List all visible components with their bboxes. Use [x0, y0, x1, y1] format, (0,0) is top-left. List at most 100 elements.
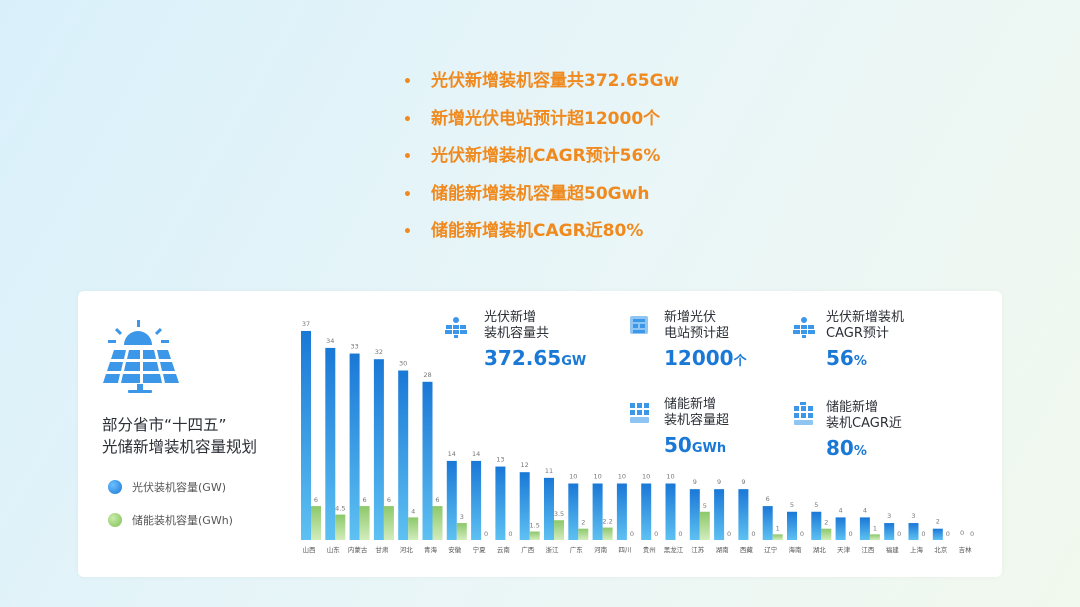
data-label-pv: 4 [839, 506, 843, 514]
stat-pv-capacity: 光伏新增 装机容量共 372.65GW [484, 310, 587, 370]
x-tick-label: 安徽 [448, 545, 462, 554]
bullet-item: • 光伏新增装机CAGR预计56% [403, 146, 661, 166]
bar-storage [554, 520, 564, 540]
x-tick-label: 上海 [910, 545, 924, 554]
x-tick-label: 四川 [618, 546, 631, 554]
bar-pv [373, 359, 384, 540]
x-tick-label: 山西 [303, 545, 317, 554]
data-label-pv: 6 [766, 495, 770, 503]
data-label-storage: 0 [508, 530, 512, 538]
bar-pv [301, 330, 311, 540]
x-tick-label: 辽宁 [764, 545, 778, 554]
x-tick-label: 内蒙古 [348, 545, 368, 554]
stat-storage-cagr: 储能新增 装机CAGR近 80% [826, 400, 902, 460]
x-tick-label: 北京 [934, 545, 948, 554]
data-label-pv: 10 [593, 473, 601, 481]
data-label-storage: 4.5 [335, 505, 345, 513]
stat-pv-stations: 新增光伏 电站预计超 12000个 [664, 310, 747, 370]
stat-value: 12000 [664, 346, 734, 370]
data-label-pv: 32 [375, 348, 383, 356]
data-label-pv: 14 [448, 450, 456, 458]
bar-pv [495, 466, 506, 540]
x-tick-label: 海南 [789, 545, 803, 554]
bar-pv [398, 370, 409, 540]
data-label-pv: 30 [399, 360, 407, 368]
x-tick-label: 广东 [570, 545, 584, 554]
bar-pv [616, 483, 627, 540]
stat-unit: 个 [733, 354, 747, 369]
data-label-storage: 3 [460, 513, 464, 521]
data-label-pv: 14 [472, 450, 480, 458]
bar-storage [772, 534, 783, 540]
legend-swatch-blue [108, 480, 122, 494]
bar-pv [422, 381, 433, 540]
x-tick-label: 西藏 [740, 545, 754, 554]
x-tick-label: 湖南 [716, 545, 730, 554]
stat-unit: % [853, 444, 867, 459]
bar-storage [869, 534, 880, 540]
data-label-storage: 0 [849, 530, 853, 538]
data-label-storage: 4 [411, 507, 415, 515]
bar-storage [529, 531, 540, 540]
data-label-pv: 5 [790, 501, 794, 509]
bar-pv [471, 460, 482, 540]
x-tick-label: 青海 [424, 545, 438, 554]
data-label-pv: 34 [326, 337, 334, 345]
data-label-pv: 0 [960, 529, 964, 537]
x-tick-label: 广西 [521, 545, 535, 554]
legend-swatch-green [108, 513, 122, 527]
bar-pv [689, 489, 700, 540]
bar-storage [699, 511, 710, 540]
bar-pv [859, 517, 870, 540]
bar-storage [578, 528, 589, 540]
data-label-pv: 9 [693, 478, 697, 486]
x-tick-label: 甘肃 [375, 545, 389, 554]
legend-item-storage: 储能装机容量(GWh) [108, 512, 233, 528]
solar-panel-icon [445, 317, 467, 338]
bar-pv [592, 483, 603, 540]
x-tick-label: 黑龙江 [664, 545, 684, 554]
data-label-pv: 10 [569, 473, 577, 481]
bar-storage [359, 506, 370, 540]
bar-pv [908, 523, 919, 540]
bar-pv [544, 477, 554, 540]
data-label-pv: 12 [521, 461, 529, 469]
data-label-pv: 4 [863, 506, 867, 514]
data-label-storage: 3.5 [554, 510, 564, 518]
data-label-storage: 1.5 [530, 522, 540, 530]
data-label-pv: 9 [717, 478, 721, 486]
x-tick-label: 吉林 [959, 545, 973, 554]
data-label-pv: 2 [936, 518, 940, 526]
stat-pv-cagr: 光伏新增装机 CAGR预计 56% [826, 310, 905, 370]
x-tick-label: 福建 [886, 545, 900, 554]
stat-unit: GWh [691, 441, 727, 456]
x-tick-label: 浙江 [546, 545, 560, 554]
bar-storage [383, 506, 394, 540]
x-tick-label: 云南 [497, 545, 511, 554]
bar-pv [349, 353, 360, 540]
data-label-storage: 6 [314, 496, 318, 504]
bar-pv [932, 528, 943, 540]
chart-card [78, 291, 1002, 577]
x-tick-label: 天津 [837, 546, 851, 554]
data-label-pv: 10 [642, 473, 650, 481]
bar-storage [602, 527, 613, 540]
x-tick-label: 湖北 [813, 545, 827, 554]
bar-pv [738, 489, 749, 540]
bar-storage [408, 517, 419, 540]
data-label-pv: 5 [814, 501, 818, 509]
data-label-storage: 2.2 [602, 518, 612, 526]
data-label-storage: 0 [970, 530, 974, 538]
bar-pv [568, 483, 579, 540]
building-icon [630, 316, 648, 334]
x-tick-label: 河南 [594, 545, 608, 554]
data-label-storage: 1 [776, 524, 780, 532]
x-tick-label: 江苏 [691, 545, 705, 554]
bullet-item: • 储能新增装机CAGR近80% [403, 221, 644, 241]
bar-pv [641, 483, 652, 540]
data-label-pv: 33 [350, 343, 358, 351]
data-label-pv: 11 [545, 467, 553, 475]
data-label-pv: 3 [887, 512, 891, 520]
bar-pv [762, 506, 773, 540]
